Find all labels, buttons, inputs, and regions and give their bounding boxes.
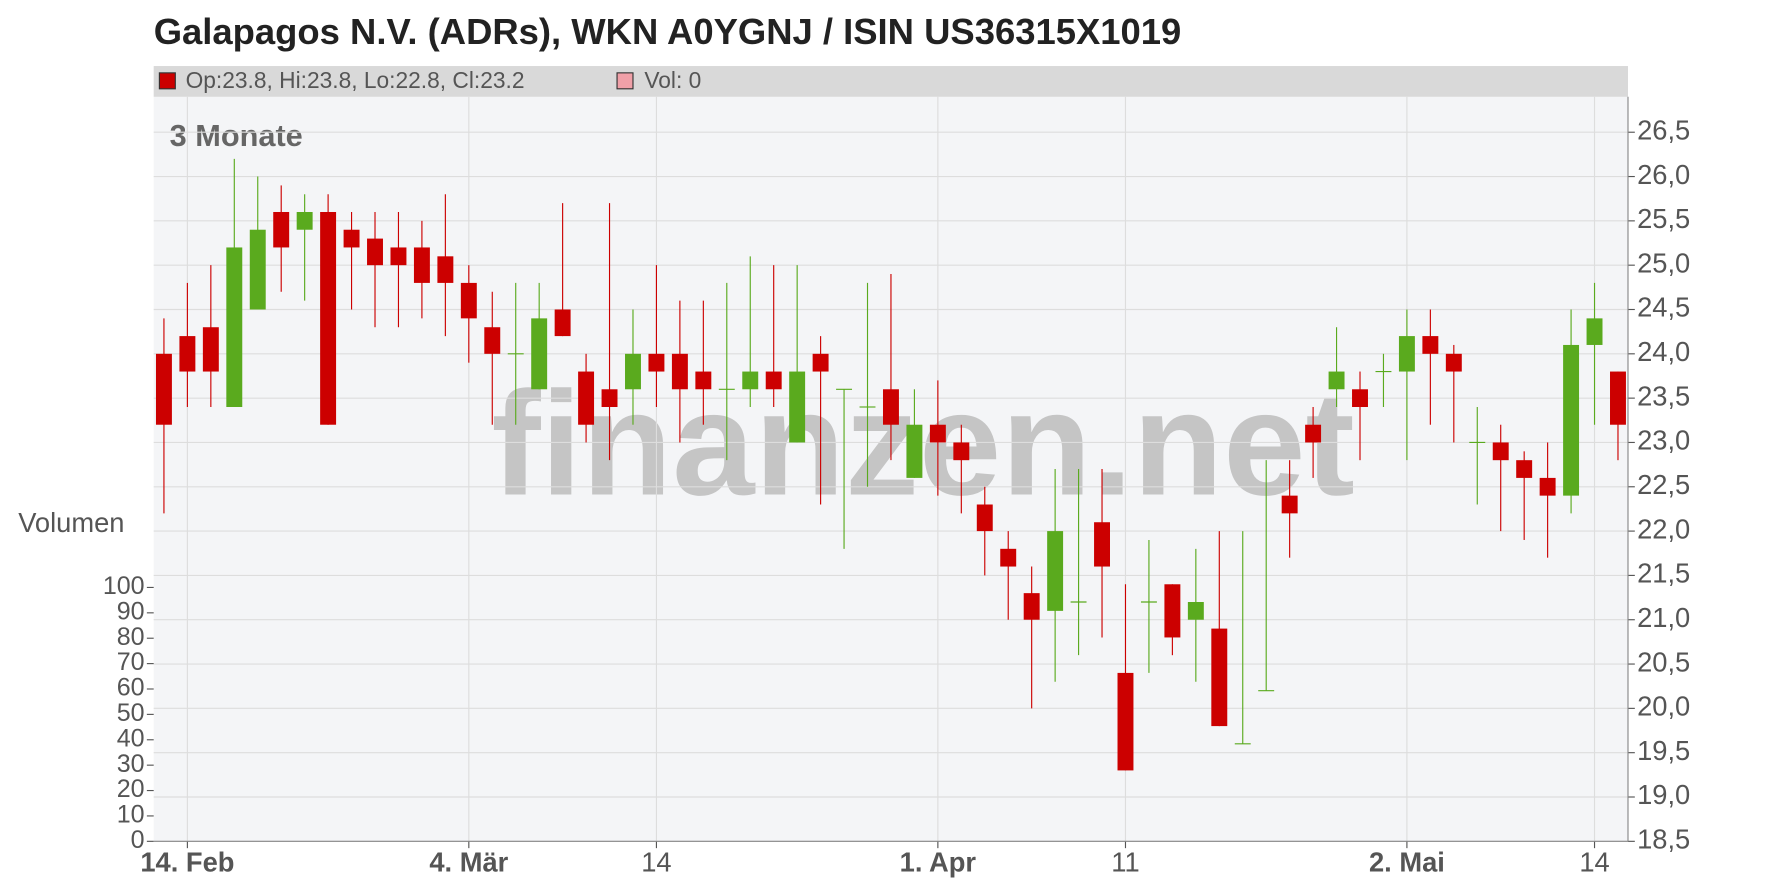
y-tick-label: 26,5 xyxy=(1637,114,1690,145)
period-label: 3 Monate xyxy=(170,118,303,153)
y2-tick-label: 90 xyxy=(117,597,145,625)
y2-tick-label: 20 xyxy=(117,775,145,803)
chart-title: Galapagos N.V. (ADRs), WKN A0YGNJ / ISIN… xyxy=(154,11,1182,52)
candle-body xyxy=(1211,628,1228,727)
candle-body xyxy=(929,424,946,443)
legend-swatch xyxy=(616,72,634,90)
candle-body xyxy=(554,309,571,337)
y-tick-label: 18,5 xyxy=(1637,824,1690,855)
candle-body xyxy=(1187,602,1204,620)
x-tick-label: 11 xyxy=(1111,846,1139,877)
candle-body xyxy=(1352,389,1368,407)
y-tick-label: 24,0 xyxy=(1637,336,1690,367)
candle-body xyxy=(789,371,806,443)
y-tick-label: 23,5 xyxy=(1637,380,1690,411)
candle-body xyxy=(625,353,641,390)
y-tick-label: 22,5 xyxy=(1637,469,1690,500)
candle-body xyxy=(320,211,337,425)
legend-text: Vol: 0 xyxy=(644,67,701,93)
candle-body xyxy=(601,389,618,407)
y-tick-label: 23,0 xyxy=(1637,425,1690,456)
x-tick-label: 2. Mai xyxy=(1369,846,1445,877)
candle-body xyxy=(1610,371,1626,425)
candle-body xyxy=(1563,344,1580,496)
y-tick-label: 26,0 xyxy=(1637,159,1690,190)
legend-text: Op:23.8, Hi:23.8, Lo:22.8, Cl:23.2 xyxy=(186,67,525,93)
candle-body xyxy=(976,504,993,532)
candle-body xyxy=(765,371,782,390)
y-tick-label: 24,5 xyxy=(1637,292,1690,323)
x-tick-label: 14 xyxy=(1579,846,1609,877)
candle-body xyxy=(484,327,501,354)
x-tick-label: 14. Feb xyxy=(140,846,234,877)
candle-body xyxy=(812,353,829,372)
candle-body xyxy=(953,442,970,461)
candle-body xyxy=(202,327,219,372)
candle-body xyxy=(1000,548,1017,567)
y2-tick-label: 0 xyxy=(131,826,145,854)
candle-body xyxy=(1422,336,1439,354)
candle-body xyxy=(437,256,454,283)
candle-body xyxy=(578,371,595,425)
y-tick-label: 21,5 xyxy=(1637,558,1690,589)
candle-body xyxy=(367,238,383,266)
y2-tick-label: 70 xyxy=(117,648,145,676)
y2-tick-label: 10 xyxy=(117,801,145,829)
y2-tick-label: 50 xyxy=(117,699,145,727)
y-tick-label: 20,0 xyxy=(1637,691,1690,722)
candle-body xyxy=(531,318,548,390)
y-tick-label: 19,5 xyxy=(1637,735,1690,766)
candle-body xyxy=(249,229,266,310)
y-tick-label: 25,5 xyxy=(1637,203,1690,234)
y2-tick-label: 80 xyxy=(117,623,145,651)
y2-tick-label: 60 xyxy=(117,674,145,702)
x-tick-label: 14 xyxy=(641,846,671,877)
candle-body xyxy=(1305,424,1322,443)
candle-body xyxy=(1516,460,1533,478)
candle-body xyxy=(906,424,923,478)
candle-body xyxy=(1445,353,1462,372)
y-tick-label: 25,0 xyxy=(1637,247,1690,278)
candle-body xyxy=(1023,593,1040,620)
legend-band xyxy=(153,66,1629,97)
y-tick-label: 22,0 xyxy=(1637,513,1690,544)
candle-body xyxy=(695,371,712,390)
legend-swatch xyxy=(158,72,176,90)
x-tick-label: 1. Apr xyxy=(900,846,977,877)
candle-body xyxy=(343,229,360,248)
candle-body xyxy=(296,211,313,230)
candle-body xyxy=(179,336,196,372)
candle-body xyxy=(1398,336,1415,372)
candle-body xyxy=(1586,318,1603,345)
candle-body xyxy=(1164,584,1181,638)
candle-body xyxy=(671,353,688,390)
y-tick-label: 19,0 xyxy=(1637,779,1690,810)
candle-body xyxy=(742,371,759,390)
candle-body xyxy=(226,247,243,407)
candle-body xyxy=(1492,442,1509,461)
y2-tick-label: 30 xyxy=(117,750,145,778)
candle-body xyxy=(1047,531,1064,611)
candle-body xyxy=(882,389,899,425)
candle-body xyxy=(413,247,430,283)
candle-body xyxy=(155,353,172,425)
x-tick-label: 4. Mär xyxy=(429,846,508,877)
y-tick-label: 21,0 xyxy=(1637,602,1690,633)
candle-body xyxy=(1094,522,1110,567)
candle-body xyxy=(390,247,407,266)
candle-body xyxy=(1117,672,1134,771)
y-tick-label: 20,5 xyxy=(1637,646,1690,677)
y2-tick-label: 40 xyxy=(117,724,145,752)
y2-tick-label: 100 xyxy=(103,572,145,600)
watermark: finanzen.net xyxy=(491,361,1354,526)
y2-axis-label: Volumen xyxy=(18,507,124,538)
candle-body xyxy=(460,282,477,319)
candle-body xyxy=(1328,371,1345,390)
candle-body xyxy=(273,211,290,248)
candle-body xyxy=(648,353,665,372)
candle-body xyxy=(1539,477,1556,496)
candle-body xyxy=(1281,495,1298,514)
